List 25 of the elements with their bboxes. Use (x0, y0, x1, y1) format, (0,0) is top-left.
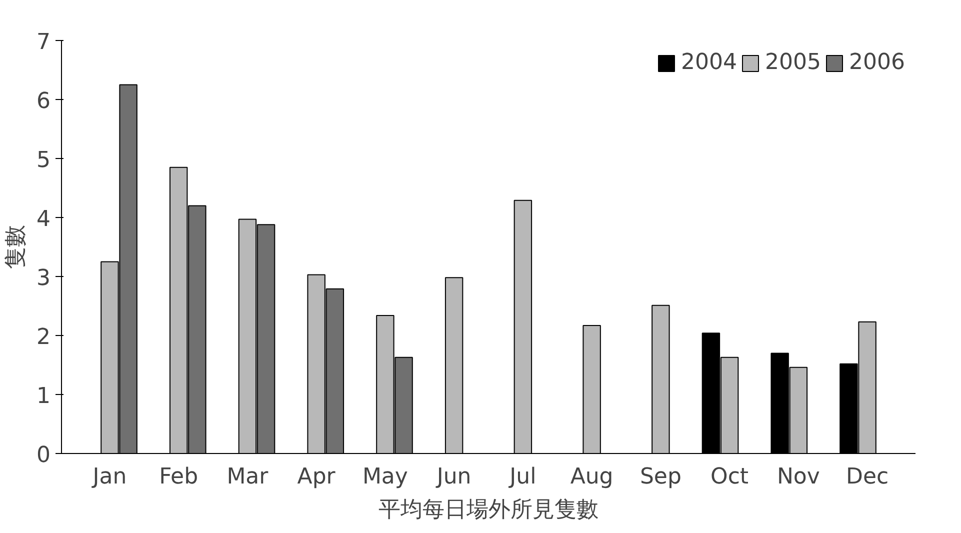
legend-label: 2005 (765, 50, 821, 75)
y-tick-label: 1 (36, 384, 51, 409)
x-tick-label: Oct (710, 464, 749, 490)
y-tick-label: 0 (36, 443, 51, 468)
y-tick-label: 6 (36, 89, 51, 114)
x-tick-label: Mar (226, 464, 270, 490)
y-tick-label: 2 (36, 325, 51, 350)
y-tick-label: 5 (36, 148, 51, 173)
x-tick-label: Nov (776, 464, 820, 490)
y-axis-title: 隻數 (4, 225, 29, 269)
x-tick-label: Feb (159, 464, 198, 490)
y-tick-label: 7 (36, 30, 51, 55)
x-tick-label: Jun (434, 464, 472, 490)
x-tick-label: Dec (846, 464, 889, 490)
legend-label: 2004 (681, 50, 737, 75)
x-tick-label: Jul (508, 464, 536, 490)
legend-label: 2006 (849, 50, 905, 75)
x-tick-label: Sep (640, 464, 682, 490)
x-axis-title: 平均每日場外所見隻數 (378, 498, 598, 522)
x-tick-label: Aug (570, 464, 614, 490)
x-tick-label: Jan (90, 464, 127, 490)
x-tick-label: Apr (297, 464, 336, 490)
y-tick-label: 4 (36, 207, 51, 232)
x-tick-label: May (362, 464, 408, 490)
y-tick-label: 3 (36, 266, 51, 291)
